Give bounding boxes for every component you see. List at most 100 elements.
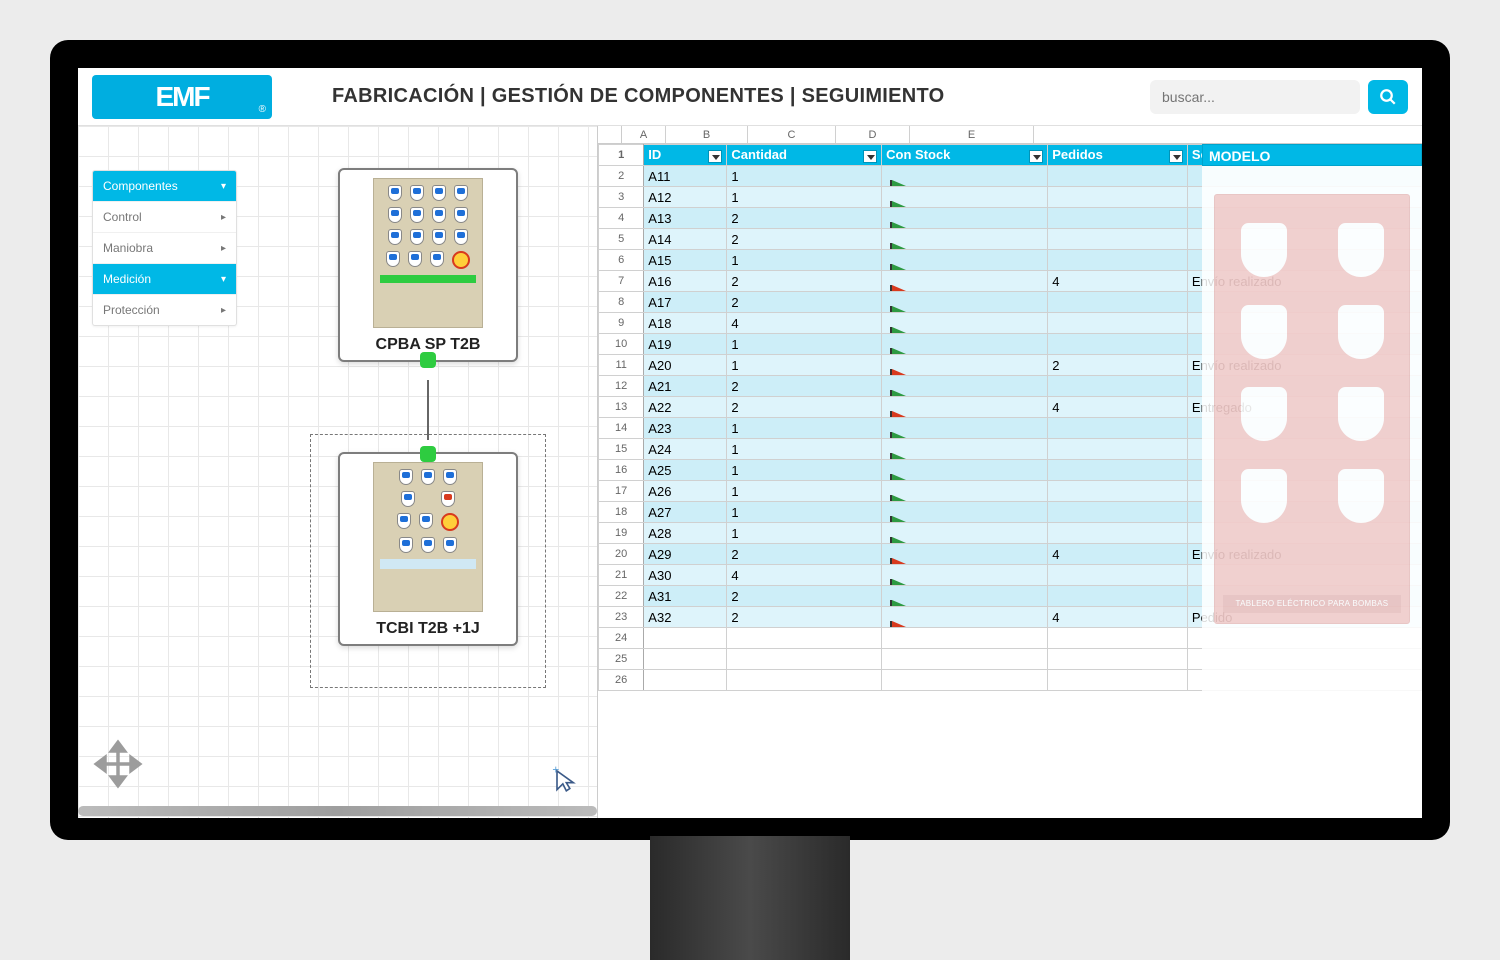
cell-pedidos[interactable]: 4 <box>1048 271 1188 292</box>
cell-qty[interactable]: 1 <box>727 481 882 502</box>
col-header-cantidad[interactable]: Cantidad <box>727 145 882 166</box>
cell-id[interactable]: A26 <box>644 481 727 502</box>
filter-icon[interactable] <box>1169 150 1183 163</box>
col-letter[interactable]: B <box>666 126 748 143</box>
col-letter[interactable]: A <box>622 126 666 143</box>
diagram-node-cpba[interactable]: CPBA SP T2B <box>338 168 518 362</box>
cell-stock[interactable] <box>882 565 1048 586</box>
cell-qty[interactable]: 1 <box>727 187 882 208</box>
cell-id[interactable]: A22 <box>644 397 727 418</box>
cell-qty[interactable]: 4 <box>727 565 882 586</box>
cell-stock[interactable] <box>882 313 1048 334</box>
menu-item-medición[interactable]: Medición▾ <box>93 264 236 295</box>
cell-pedidos[interactable] <box>1048 565 1188 586</box>
cell-qty[interactable]: 1 <box>727 523 882 544</box>
col-letter[interactable]: C <box>748 126 836 143</box>
cell-pedidos[interactable] <box>1048 376 1188 397</box>
cell-stock[interactable] <box>882 418 1048 439</box>
cell-pedidos[interactable] <box>1048 313 1188 334</box>
connection-handle[interactable] <box>420 352 436 368</box>
cell-qty[interactable]: 2 <box>727 586 882 607</box>
cell-qty[interactable]: 2 <box>727 376 882 397</box>
cell-stock[interactable] <box>882 334 1048 355</box>
cell-qty[interactable]: 1 <box>727 250 882 271</box>
cell-pedidos[interactable] <box>1048 250 1188 271</box>
cell-stock[interactable] <box>882 271 1048 292</box>
filter-icon[interactable] <box>708 150 722 163</box>
cell-id[interactable]: A28 <box>644 523 727 544</box>
cell-pedidos[interactable]: 4 <box>1048 544 1188 565</box>
cell-pedidos[interactable]: 4 <box>1048 607 1188 628</box>
logo[interactable]: EMF ® <box>92 75 272 119</box>
cell-id[interactable]: A32 <box>644 607 727 628</box>
cell-qty[interactable]: 2 <box>727 208 882 229</box>
cell-qty[interactable]: 1 <box>727 460 882 481</box>
cell-qty[interactable]: 1 <box>727 166 882 187</box>
cell-id[interactable]: A15 <box>644 250 727 271</box>
cell-qty[interactable]: 1 <box>727 418 882 439</box>
cell-stock[interactable] <box>882 523 1048 544</box>
cell-pedidos[interactable] <box>1048 292 1188 313</box>
cell-qty[interactable]: 2 <box>727 397 882 418</box>
cell-qty[interactable]: 1 <box>727 439 882 460</box>
cell-stock[interactable] <box>882 229 1048 250</box>
cell-pedidos[interactable] <box>1048 460 1188 481</box>
cell-stock[interactable] <box>882 481 1048 502</box>
cell-id[interactable]: A21 <box>644 376 727 397</box>
cell-stock[interactable] <box>882 376 1048 397</box>
cell-qty[interactable]: 1 <box>727 355 882 376</box>
cell-id[interactable]: A30 <box>644 565 727 586</box>
cell-qty[interactable]: 2 <box>727 271 882 292</box>
menu-item-protección[interactable]: Protección▸ <box>93 295 236 325</box>
diagram-canvas[interactable]: Componentes▾Control▸Maniobra▸Medición▾Pr… <box>78 126 598 818</box>
cell-stock[interactable] <box>882 439 1048 460</box>
menu-item-control[interactable]: Control▸ <box>93 202 236 233</box>
filter-icon[interactable] <box>863 150 877 163</box>
cell-id[interactable]: A27 <box>644 502 727 523</box>
cell-id[interactable]: A18 <box>644 313 727 334</box>
cell-qty[interactable]: 2 <box>727 544 882 565</box>
spreadsheet[interactable]: ABCDE 1 IDCantidadCon StockPedidosSeguim… <box>598 126 1422 818</box>
cell-stock[interactable] <box>882 250 1048 271</box>
menu-item-componentes[interactable]: Componentes▾ <box>93 171 236 202</box>
cell-id[interactable]: A24 <box>644 439 727 460</box>
col-letter[interactable]: D <box>836 126 910 143</box>
col-header-id[interactable]: ID <box>644 145 727 166</box>
cell-pedidos[interactable] <box>1048 208 1188 229</box>
cell-qty[interactable]: 2 <box>727 229 882 250</box>
cell-stock[interactable] <box>882 586 1048 607</box>
search-input[interactable] <box>1150 80 1360 114</box>
cell-pedidos[interactable] <box>1048 502 1188 523</box>
cell-pedidos[interactable] <box>1048 418 1188 439</box>
cell-stock[interactable] <box>882 607 1048 628</box>
cell-pedidos[interactable] <box>1048 187 1188 208</box>
cell-stock[interactable] <box>882 397 1048 418</box>
cell-id[interactable]: A20 <box>644 355 727 376</box>
cell-pedidos[interactable] <box>1048 523 1188 544</box>
col-header-con-stock[interactable]: Con Stock <box>882 145 1048 166</box>
cell-stock[interactable] <box>882 166 1048 187</box>
cell-pedidos[interactable]: 4 <box>1048 397 1188 418</box>
cell-qty[interactable]: 1 <box>727 502 882 523</box>
cell-qty[interactable]: 2 <box>727 607 882 628</box>
cell-id[interactable]: A11 <box>644 166 727 187</box>
cell-pedidos[interactable] <box>1048 334 1188 355</box>
cell-stock[interactable] <box>882 355 1048 376</box>
cell-qty[interactable]: 4 <box>727 313 882 334</box>
cell-stock[interactable] <box>882 544 1048 565</box>
cell-stock[interactable] <box>882 292 1048 313</box>
filter-icon[interactable] <box>1029 150 1043 163</box>
cell-id[interactable]: A31 <box>644 586 727 607</box>
cell-pedidos[interactable] <box>1048 166 1188 187</box>
cell-id[interactable]: A25 <box>644 460 727 481</box>
cell-qty[interactable]: 1 <box>727 334 882 355</box>
cell-pedidos[interactable] <box>1048 481 1188 502</box>
cell-id[interactable]: A12 <box>644 187 727 208</box>
cell-pedidos[interactable] <box>1048 586 1188 607</box>
cell-id[interactable]: A29 <box>644 544 727 565</box>
cell-id[interactable]: A19 <box>644 334 727 355</box>
col-header-pedidos[interactable]: Pedidos <box>1048 145 1188 166</box>
cell-pedidos[interactable] <box>1048 229 1188 250</box>
cell-stock[interactable] <box>882 502 1048 523</box>
menu-item-maniobra[interactable]: Maniobra▸ <box>93 233 236 264</box>
